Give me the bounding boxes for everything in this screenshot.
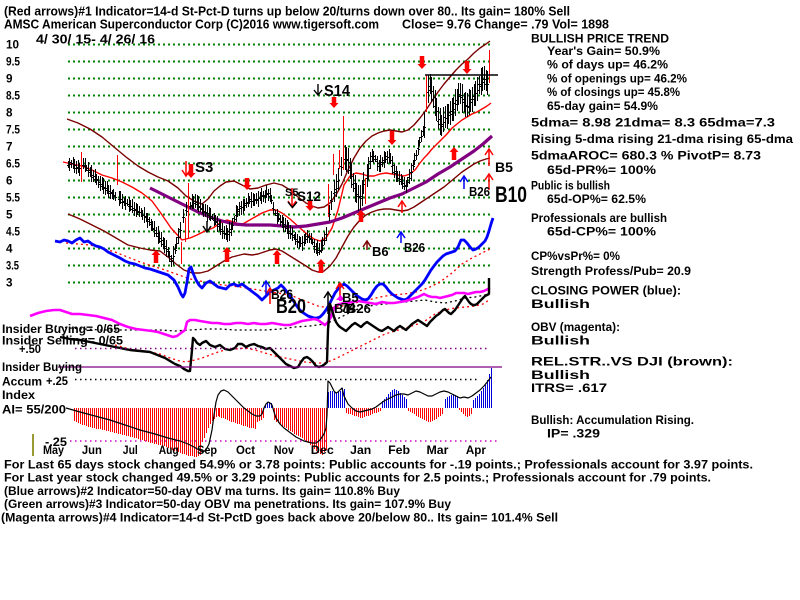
svg-text:-.25: -.25 xyxy=(45,435,67,449)
svg-text:Insider Buying: Insider Buying xyxy=(2,360,82,374)
svg-text:Strength Profess/Pub= 20.9: Strength Profess/Pub= 20.9 xyxy=(531,264,691,278)
svg-text:65d-OP%= 62.5%: 65d-OP%= 62.5% xyxy=(547,192,646,206)
svg-text:10: 10 xyxy=(6,38,19,52)
svg-text:For Last 65 days stock changed: For Last 65 days stock changed 54.9% or … xyxy=(4,458,753,472)
svg-text:Apr: Apr xyxy=(466,443,486,457)
svg-text:7.5: 7.5 xyxy=(6,123,20,137)
svg-text:Insider Selling= 0/65: Insider Selling= 0/65 xyxy=(2,334,123,348)
svg-text:74: 74 xyxy=(341,300,356,315)
svg-text:Bullish: Accumulation Rising.: Bullish: Accumulation Rising. xyxy=(531,413,694,427)
svg-text:B26: B26 xyxy=(347,301,371,316)
svg-text:6.5: 6.5 xyxy=(6,157,20,171)
svg-text:9.5: 9.5 xyxy=(6,55,20,69)
svg-text:S12: S12 xyxy=(297,188,321,204)
svg-text:Accum: Accum xyxy=(2,375,42,389)
svg-text:4.5: 4.5 xyxy=(6,225,20,239)
svg-text:CLOSING POWER (blue):: CLOSING POWER (blue): xyxy=(531,284,681,298)
svg-text:% of closings up= 45.8%: % of closings up= 45.8% xyxy=(547,85,680,99)
svg-text:% of openings up= 46.2%: % of openings up= 46.2% xyxy=(547,72,687,86)
svg-text:(Green arrows)#3 Indicator=50-: (Green arrows)#3 Indicator=50-day OBV ma… xyxy=(4,497,451,511)
svg-text:BULLISH PRICE TREND: BULLISH PRICE TREND xyxy=(531,32,669,46)
svg-text:B6: B6 xyxy=(372,244,389,259)
svg-text:3.5: 3.5 xyxy=(6,259,19,273)
svg-text:Year's Gain= 50.9%: Year's Gain= 50.9% xyxy=(547,44,660,58)
svg-text:ITRS= .617: ITRS= .617 xyxy=(531,381,607,395)
svg-text:Feb: Feb xyxy=(388,443,410,457)
svg-text:Aug: Aug xyxy=(159,443,179,457)
svg-text:Jul: Jul xyxy=(123,443,138,457)
svg-text:Mar: Mar xyxy=(427,443,449,457)
svg-text:5: 5 xyxy=(6,208,13,222)
svg-text:3: 3 xyxy=(6,276,13,290)
svg-text:+.50: +.50 xyxy=(19,342,41,356)
svg-text:65d-PR%= 100%: 65d-PR%= 100% xyxy=(547,163,656,177)
svg-text:% of days up= 46.2%: % of days up= 46.2% xyxy=(547,58,668,72)
svg-text:B1: B1 xyxy=(334,301,351,316)
svg-text:B26: B26 xyxy=(469,184,490,199)
svg-text:Sep: Sep xyxy=(197,443,217,457)
svg-text:5dma= 8.98 21dma= 8.3 65dma=7.: 5dma= 8.98 21dma= 8.3 65dma=7.3 xyxy=(531,116,775,130)
svg-text:CP%vsPr%= 0%: CP%vsPr%= 0% xyxy=(531,249,620,263)
svg-text:Bullish: Bullish xyxy=(531,368,590,382)
svg-text:5.5: 5.5 xyxy=(6,191,20,205)
svg-text:B5: B5 xyxy=(495,159,513,175)
svg-text:B10: B10 xyxy=(495,182,527,207)
svg-text:B20: B20 xyxy=(276,296,306,318)
svg-text:+.25: +.25 xyxy=(46,374,68,388)
svg-text:REL.STR..VS DJI (brown):: REL.STR..VS DJI (brown): xyxy=(531,355,733,369)
svg-text:IP= .329: IP= .329 xyxy=(547,427,600,441)
svg-text:4: 4 xyxy=(6,242,13,256)
svg-text:Bullish: Bullish xyxy=(531,334,590,348)
svg-text:S5: S5 xyxy=(285,187,298,199)
svg-text:For Last year stock changed 4: For Last year stock changed 49.5% or 3.2… xyxy=(4,471,711,485)
svg-text:5dmaAROC= 680.3 % PivotP= 8.7: 5dmaAROC= 680.3 % PivotP= 8.73 xyxy=(531,149,761,163)
svg-text:(Blue arrows)#2 Indicator=50-d: (Blue arrows)#2 Indicator=50-day OBV ma … xyxy=(4,484,400,498)
svg-text:B26: B26 xyxy=(271,286,293,302)
svg-text:B5: B5 xyxy=(342,290,359,305)
svg-text:(Red arrows)#1 Indicator=14-d: (Red arrows)#1 Indicator=14-d St-Pct-D t… xyxy=(4,4,570,19)
svg-text:65-day gain= 54.9%: 65-day gain= 54.9% xyxy=(547,99,658,113)
svg-text:Nov: Nov xyxy=(274,443,294,457)
svg-text:Public is bullish: Public is bullish xyxy=(531,179,610,193)
svg-text:Oct: Oct xyxy=(236,443,255,457)
svg-text:May: May xyxy=(43,443,64,457)
svg-text:AI= 55/200: AI= 55/200 xyxy=(2,403,66,417)
svg-text:Index: Index xyxy=(2,388,35,402)
svg-text:7: 7 xyxy=(6,140,13,154)
svg-text:OBV (magenta):: OBV (magenta): xyxy=(531,320,620,334)
svg-text:65d-CP%= 100%: 65d-CP%= 100% xyxy=(547,225,656,239)
svg-text:Jan: Jan xyxy=(350,443,371,457)
svg-text:Dec: Dec xyxy=(311,443,334,457)
svg-text:9: 9 xyxy=(6,72,13,86)
svg-text:Jun: Jun xyxy=(82,443,102,457)
svg-text:8: 8 xyxy=(6,106,13,120)
svg-text:Bullish: Bullish xyxy=(531,297,590,311)
svg-text:4/ 30/ 15- 4/ 26/ 16: 4/ 30/ 15- 4/ 26/ 16 xyxy=(36,32,155,47)
svg-text:Professionals are bullish: Professionals are bullish xyxy=(531,211,667,225)
svg-text:AMSC American Superconductor: AMSC American Superconductor Corp (C)201… xyxy=(4,17,379,32)
svg-text:S3: S3 xyxy=(195,159,213,176)
svg-text:S14: S14 xyxy=(324,83,350,100)
svg-text:Insider Buying= 0/65: Insider Buying= 0/65 xyxy=(2,322,120,336)
svg-text:(Magenta arrows)#4 Indicator=1: (Magenta arrows)#4 Indicator=14-d St-Pct… xyxy=(1,510,558,524)
svg-text:B26: B26 xyxy=(404,240,425,255)
svg-text:Rising 5-dma rising 21-dma r: Rising 5-dma rising 21-dma rising 65-dma xyxy=(531,132,793,146)
svg-text:6: 6 xyxy=(6,174,13,188)
svg-text:8.5: 8.5 xyxy=(6,89,20,103)
svg-text:Close= 9.76 Change= .79 Vo: Close= 9.76 Change= .79 Vol= 1898 xyxy=(402,17,609,32)
